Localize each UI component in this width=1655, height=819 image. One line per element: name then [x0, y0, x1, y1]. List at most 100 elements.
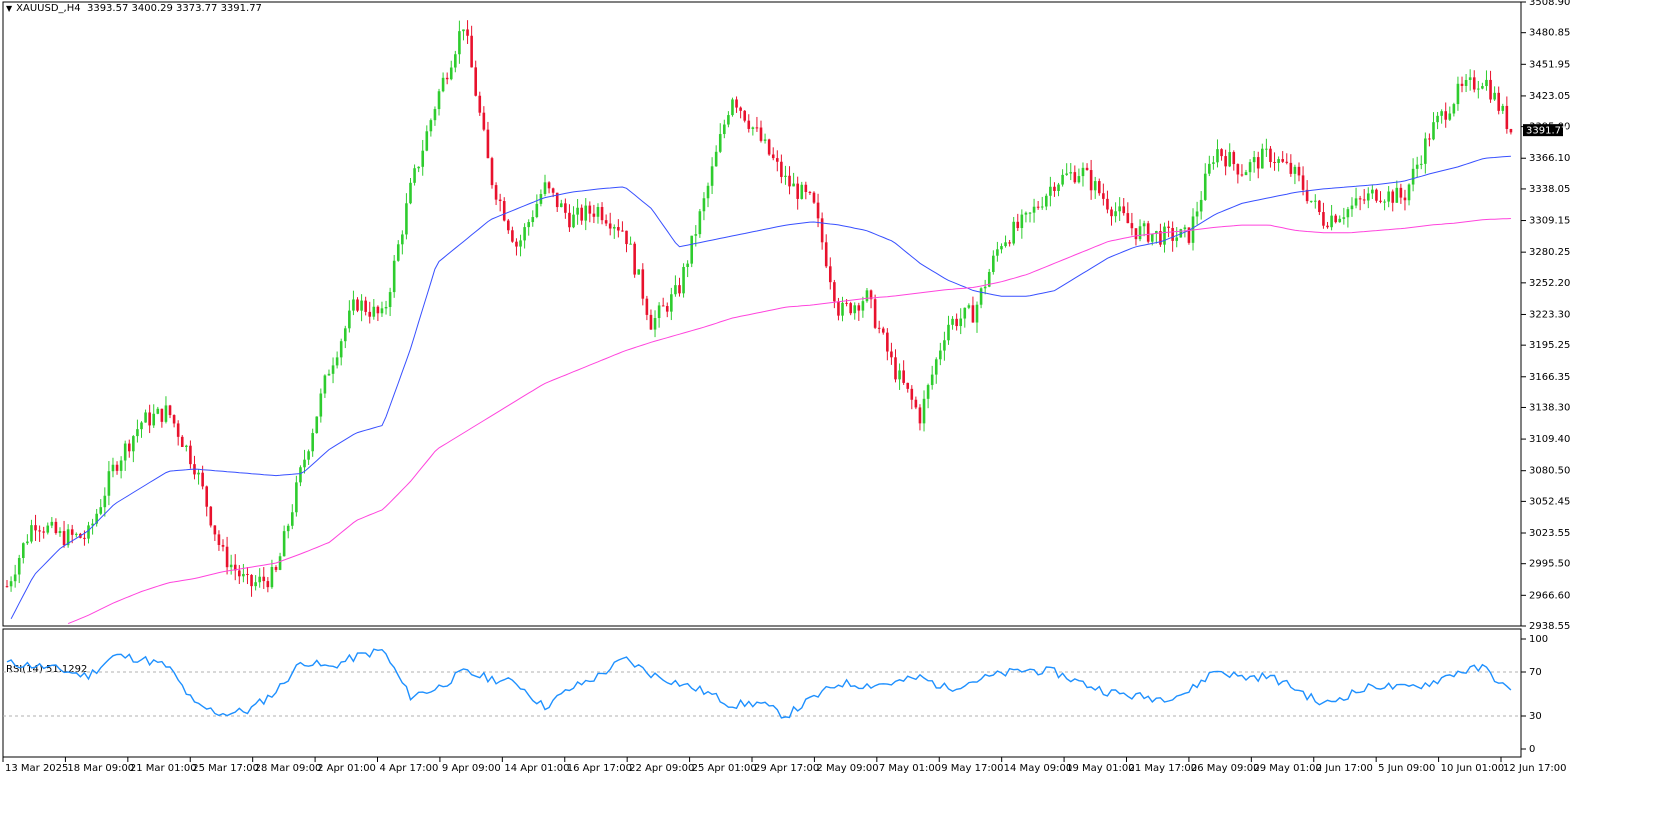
ma-fast-line — [10, 155, 1511, 620]
candle-body — [1167, 226, 1170, 228]
candle-body — [608, 223, 612, 229]
time-tick-label: 2 May 09:00 — [816, 763, 878, 774]
candle-body — [670, 294, 673, 312]
candle-body — [759, 127, 763, 141]
candle-body — [303, 459, 306, 468]
candle-body — [971, 305, 975, 323]
candle-body — [1456, 83, 1460, 105]
current-price-tag — [1523, 124, 1563, 137]
candle-body — [1265, 148, 1268, 150]
candle-body — [894, 357, 897, 380]
candle-body — [653, 318, 657, 330]
candle-body — [266, 581, 270, 588]
candle-body — [1126, 213, 1130, 224]
candle-body — [568, 212, 571, 228]
candle-body — [339, 341, 343, 358]
candle-body — [808, 191, 812, 193]
candle-body — [372, 306, 376, 317]
candle-body — [922, 398, 926, 424]
rsi-pane[interactable] — [2, 628, 1522, 758]
candle-body — [1428, 138, 1431, 140]
candle-body — [17, 557, 21, 575]
candle-body — [1244, 172, 1248, 176]
candle-body — [861, 301, 865, 311]
candle-body — [1505, 105, 1509, 129]
candle-body — [1183, 227, 1187, 230]
candle-body — [910, 388, 914, 400]
candle-body — [763, 139, 767, 141]
candle-body — [1309, 200, 1313, 202]
candle-body — [983, 286, 987, 289]
candle-body — [1138, 226, 1142, 240]
candle-body — [217, 534, 221, 546]
price-tick-label: 3252.20 — [1529, 278, 1570, 289]
candle-body — [881, 328, 885, 333]
candle-body — [1297, 166, 1301, 176]
candle-body — [50, 521, 54, 526]
candle-body — [319, 393, 323, 417]
rsi-line — [6, 648, 1512, 719]
candle-body — [1012, 221, 1015, 244]
candle-body — [246, 573, 249, 575]
candle-body — [975, 304, 979, 323]
price-pane[interactable] — [2, 1, 1522, 627]
candle-body — [559, 203, 563, 208]
candle-body — [1338, 218, 1342, 223]
candle-body — [694, 234, 698, 236]
candle-body — [865, 290, 869, 302]
candle-body — [576, 207, 579, 215]
candle-body — [543, 182, 547, 195]
ma-slow-line — [67, 218, 1511, 625]
candle-body — [1403, 197, 1407, 201]
candle-body — [702, 198, 706, 212]
symbol-label: XAUUSD_,H4 — [16, 3, 81, 14]
candle-body — [800, 184, 804, 199]
candle-body — [780, 161, 783, 177]
candle-body — [229, 564, 233, 568]
candle-body — [592, 213, 596, 217]
candle-body — [127, 443, 131, 452]
dropdown-triangle-icon[interactable]: ▼ — [6, 4, 13, 13]
candle-body — [1444, 111, 1448, 120]
time-tick-label: 2 Jun 17:00 — [1316, 763, 1373, 774]
candle-body — [816, 202, 820, 219]
candle-body — [221, 545, 225, 547]
time-tick-label: 21 Mar 01:00 — [130, 763, 197, 774]
candle-body — [213, 525, 217, 535]
candle-body — [413, 168, 416, 183]
candle-body — [343, 328, 347, 342]
candle-body — [1061, 174, 1064, 185]
candle-body — [535, 203, 539, 218]
time-tick-label: 21 May 17:00 — [1129, 763, 1198, 774]
price-tick-label: 2966.60 — [1529, 590, 1570, 601]
candle-body — [1285, 161, 1289, 163]
candle-body — [682, 266, 685, 294]
candle-body — [323, 375, 327, 394]
candle-body — [1040, 206, 1044, 208]
candle-body — [83, 537, 86, 539]
candle-body — [205, 486, 209, 507]
candle-body — [926, 385, 930, 399]
candle-body — [368, 311, 372, 317]
candle-body — [755, 127, 759, 129]
candle-body — [845, 302, 848, 304]
candle-body — [335, 357, 339, 366]
candle-body — [686, 263, 689, 267]
candle-body — [1199, 199, 1203, 212]
candle-body — [1460, 83, 1464, 86]
candle-body — [132, 436, 135, 452]
candle-body — [168, 405, 172, 416]
candle-body — [853, 305, 857, 314]
candle-body — [718, 134, 722, 152]
candle-body — [1130, 223, 1134, 229]
candle-body — [66, 529, 70, 546]
price-tick-label: 3052.45 — [1529, 496, 1570, 507]
price-tick-label: 3166.35 — [1529, 372, 1570, 383]
candle-body — [788, 175, 791, 187]
time-tick-label: 2 Apr 01:00 — [317, 763, 376, 774]
candle-body — [462, 29, 465, 32]
candle-body — [1020, 214, 1024, 229]
candle-body — [723, 124, 726, 135]
candle-body — [515, 241, 518, 247]
